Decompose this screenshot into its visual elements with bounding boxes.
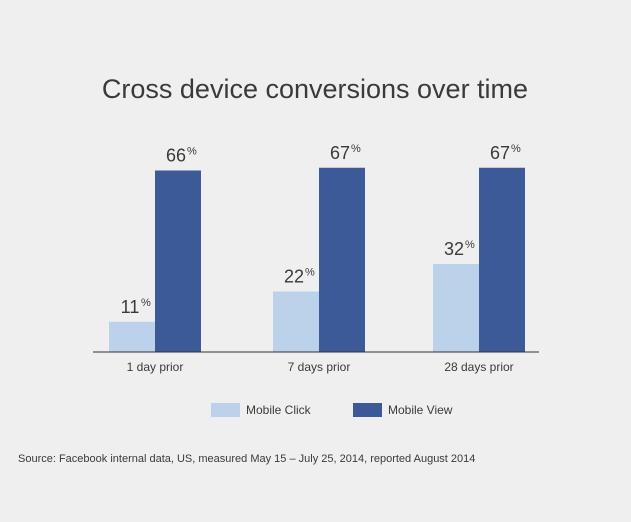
data-label-percent-sign: %: [465, 239, 475, 251]
data-label: 32: [444, 239, 464, 259]
legend-label: Mobile Click: [246, 403, 312, 417]
category-label: 7 days prior: [288, 360, 351, 374]
legend-swatch-mobile-view: [353, 403, 382, 417]
legend-label: Mobile View: [388, 403, 453, 417]
data-label-percent-sign: %: [187, 146, 197, 158]
category-labels: 1 day prior 7 days prior 28 days prior: [127, 360, 514, 374]
chart-title: Cross device conversions over time: [102, 74, 528, 104]
bar-mobile-click-1: [109, 321, 155, 352]
data-label-percent-sign: %: [511, 143, 521, 155]
data-label-percent-sign: %: [305, 267, 315, 279]
data-label-percent-sign: %: [351, 143, 361, 155]
data-label: 22: [284, 267, 304, 287]
data-label: 67: [330, 143, 350, 163]
bar-mobile-view-3: [479, 167, 525, 352]
category-label: 1 day prior: [127, 360, 184, 374]
source-note: Source: Facebook internal data, US, meas…: [18, 453, 475, 465]
data-label: 11: [121, 297, 140, 317]
bars-layer: 11 %66 %22 %67 %32 %67%: [109, 143, 525, 352]
legend-swatch-mobile-click: [211, 403, 240, 417]
legend: Mobile Click Mobile View: [211, 403, 453, 417]
data-label-percent-sign: %: [141, 297, 151, 309]
bar-mobile-click-2: [273, 291, 319, 352]
bar-mobile-click-3: [433, 264, 479, 352]
bar-mobile-view-1: [155, 170, 201, 352]
bar-mobile-view-2: [319, 167, 365, 352]
category-label: 28 days prior: [444, 360, 513, 374]
data-label: 67: [490, 143, 510, 163]
data-label: 66: [166, 146, 186, 166]
